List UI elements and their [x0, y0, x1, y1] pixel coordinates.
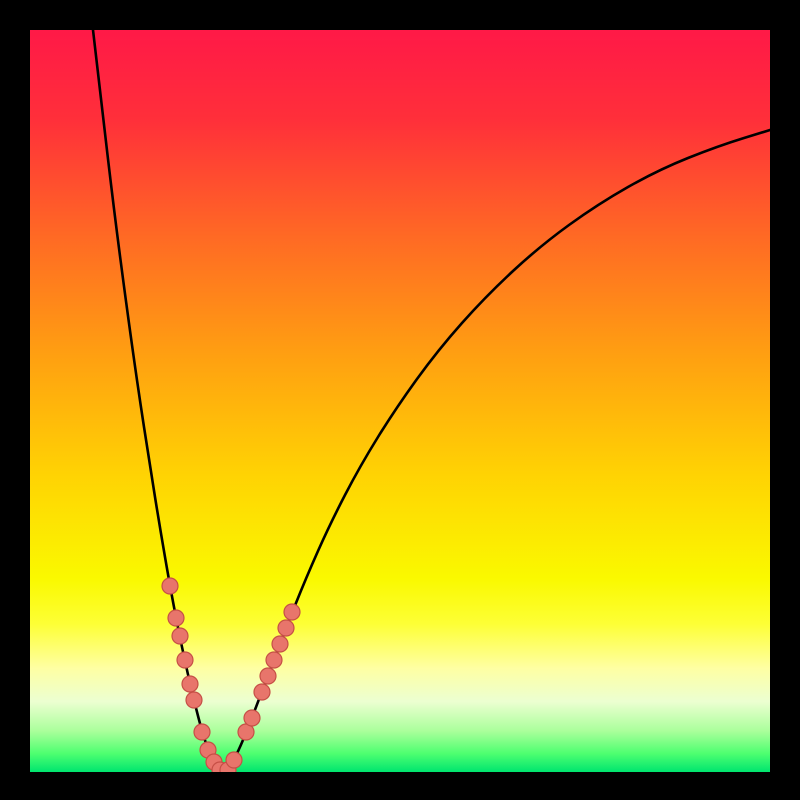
frame-border-left [0, 0, 30, 800]
frame-border-bottom [0, 772, 800, 800]
frame-border-right [770, 0, 800, 800]
data-marker [177, 652, 193, 668]
curve-left-branch [93, 30, 224, 772]
data-marker [172, 628, 188, 644]
data-marker [186, 692, 202, 708]
data-marker [182, 676, 198, 692]
data-marker [260, 668, 276, 684]
marker-group [162, 578, 300, 772]
frame-border-top [0, 0, 800, 30]
chart-root: TheBottleneck.com [0, 0, 800, 800]
plot-area [30, 30, 770, 772]
data-marker [254, 684, 270, 700]
data-marker [278, 620, 294, 636]
data-marker [266, 652, 282, 668]
data-marker [168, 610, 184, 626]
data-marker [162, 578, 178, 594]
data-marker [226, 752, 242, 768]
curve-right-branch [224, 130, 770, 772]
data-marker [244, 710, 260, 726]
data-marker [272, 636, 288, 652]
data-marker [284, 604, 300, 620]
chart-svg [30, 30, 770, 772]
data-marker [194, 724, 210, 740]
